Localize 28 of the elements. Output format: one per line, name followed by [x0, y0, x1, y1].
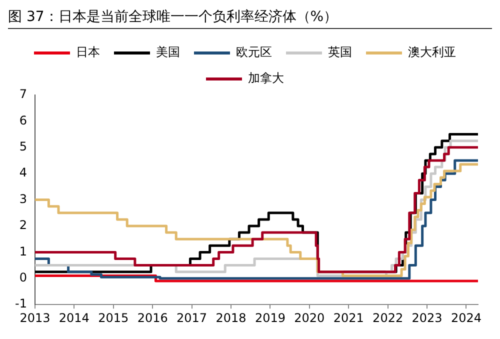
x-tick-label: 2019 [254, 310, 286, 325]
legend-label: 欧元区 [236, 45, 272, 60]
y-tick-label: 0 [19, 270, 27, 285]
y-tick-label: 6 [19, 113, 27, 128]
y-tick-label: -1 [14, 296, 27, 311]
y-tick-label: 4 [19, 166, 27, 180]
x-tick-label: 2018 [216, 310, 246, 325]
y-tick-label: 1 [19, 244, 27, 258]
x-tick-label: 2014 [58, 310, 90, 325]
y-tick-label: 5 [19, 140, 27, 154]
x-tick-label: 2020 [294, 310, 325, 325]
legend-label: 加拿大 [248, 71, 284, 86]
x-tick-label: 2013 [20, 310, 50, 325]
x-tick-label: 2024 [450, 310, 482, 325]
legend-label: 澳大利亚 [408, 45, 456, 60]
x-tick-label: 2021 [333, 310, 364, 325]
x-tick-label: 2023 [412, 310, 442, 325]
legend-label: 英国 [328, 45, 352, 60]
x-tick-label: 2016 [137, 310, 168, 325]
x-tick-label: 2015 [98, 310, 129, 325]
y-tick-label: 2 [19, 218, 27, 232]
legend-label: 美国 [156, 45, 180, 60]
x-tick-label: 2022 [372, 310, 404, 325]
y-tick-label: 7 [19, 87, 27, 102]
legend-label: 日本 [76, 45, 100, 60]
x-tick-label: 2017 [176, 310, 208, 325]
chart-title: 图 37：日本是当前全球唯一一个负利率经济体（%） [8, 8, 492, 29]
y-tick-label: 3 [19, 192, 27, 206]
